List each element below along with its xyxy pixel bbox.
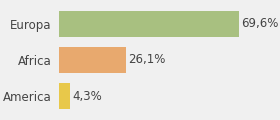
Bar — [59, 83, 70, 109]
Text: 26,1%: 26,1% — [129, 54, 166, 66]
Text: 69,6%: 69,6% — [241, 17, 278, 30]
Text: 4,3%: 4,3% — [72, 90, 102, 103]
Bar — [59, 11, 239, 37]
Bar — [59, 47, 127, 73]
